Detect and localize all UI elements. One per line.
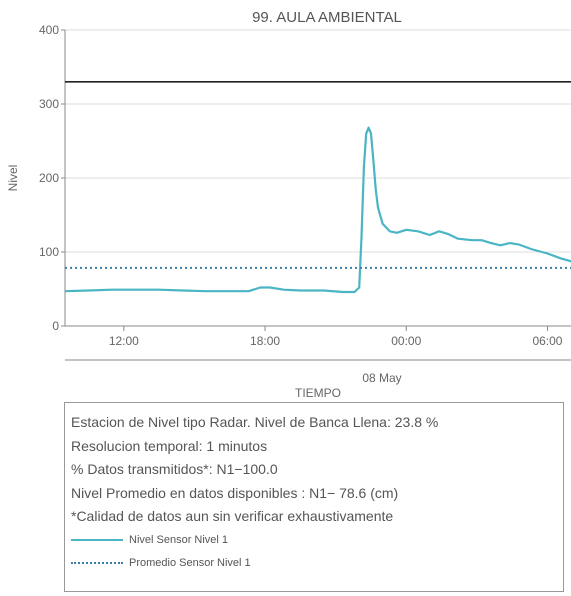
axes xyxy=(61,29,571,361)
x-tick-label: 18:00 xyxy=(250,334,280,348)
info-station: Estacion de Nivel tipo Radar. Nivel de B… xyxy=(71,414,439,430)
legend-swatch-solid xyxy=(71,539,123,541)
legend-label-average: Promedio Sensor Nivel 1 xyxy=(129,557,251,569)
grid-lines xyxy=(65,29,571,253)
x-tick-label: 06:00 xyxy=(532,334,562,348)
info-box: Estacion de Nivel tipo Radar. Nivel de B… xyxy=(64,402,564,592)
y-tick-label: 200 xyxy=(39,171,59,185)
date-label: 08 May xyxy=(362,371,401,385)
x-tick-labels: 12:00 18:00 00:00 06:00 xyxy=(109,334,563,348)
info-quality-note: *Calidad de datos aun sin verificar exha… xyxy=(71,508,394,524)
level-chart: 99. AULA AMBIENTAL 0 100 200 300 400 12:00 18… xyxy=(6,9,571,400)
data-lines xyxy=(65,81,571,294)
x-tick-label: 12:00 xyxy=(109,334,139,348)
x-tick-label: 00:00 xyxy=(391,334,421,348)
legend-entry-sensor: Nivel Sensor Nivel 1 xyxy=(71,529,557,552)
info-transmitted: % Datos transmitidos*: N1−100.0 xyxy=(71,461,278,477)
info-average: Nivel Promedio en datos disponibles : N1… xyxy=(71,484,399,501)
y-tick-label: 400 xyxy=(39,23,59,37)
legend-swatch-dotted xyxy=(71,562,123,564)
y-tick-labels: 0 100 200 300 400 xyxy=(39,23,59,333)
legend-label-sensor: Nivel Sensor Nivel 1 xyxy=(129,534,229,546)
legend-entry-average: Promedio Sensor Nivel 1 xyxy=(71,552,557,575)
y-tick-label: 300 xyxy=(39,97,59,111)
x-axis-label: TIEMPO xyxy=(295,386,341,400)
chart-title: 99. AULA AMBIENTAL xyxy=(252,9,402,26)
y-axis-label: Nivel xyxy=(6,165,20,192)
y-tick-label: 0 xyxy=(52,319,59,333)
y-tick-label: 100 xyxy=(39,245,59,259)
info-resolution: Resolucion temporal: 1 minutos xyxy=(71,437,268,454)
series-line-sensor xyxy=(65,126,571,294)
